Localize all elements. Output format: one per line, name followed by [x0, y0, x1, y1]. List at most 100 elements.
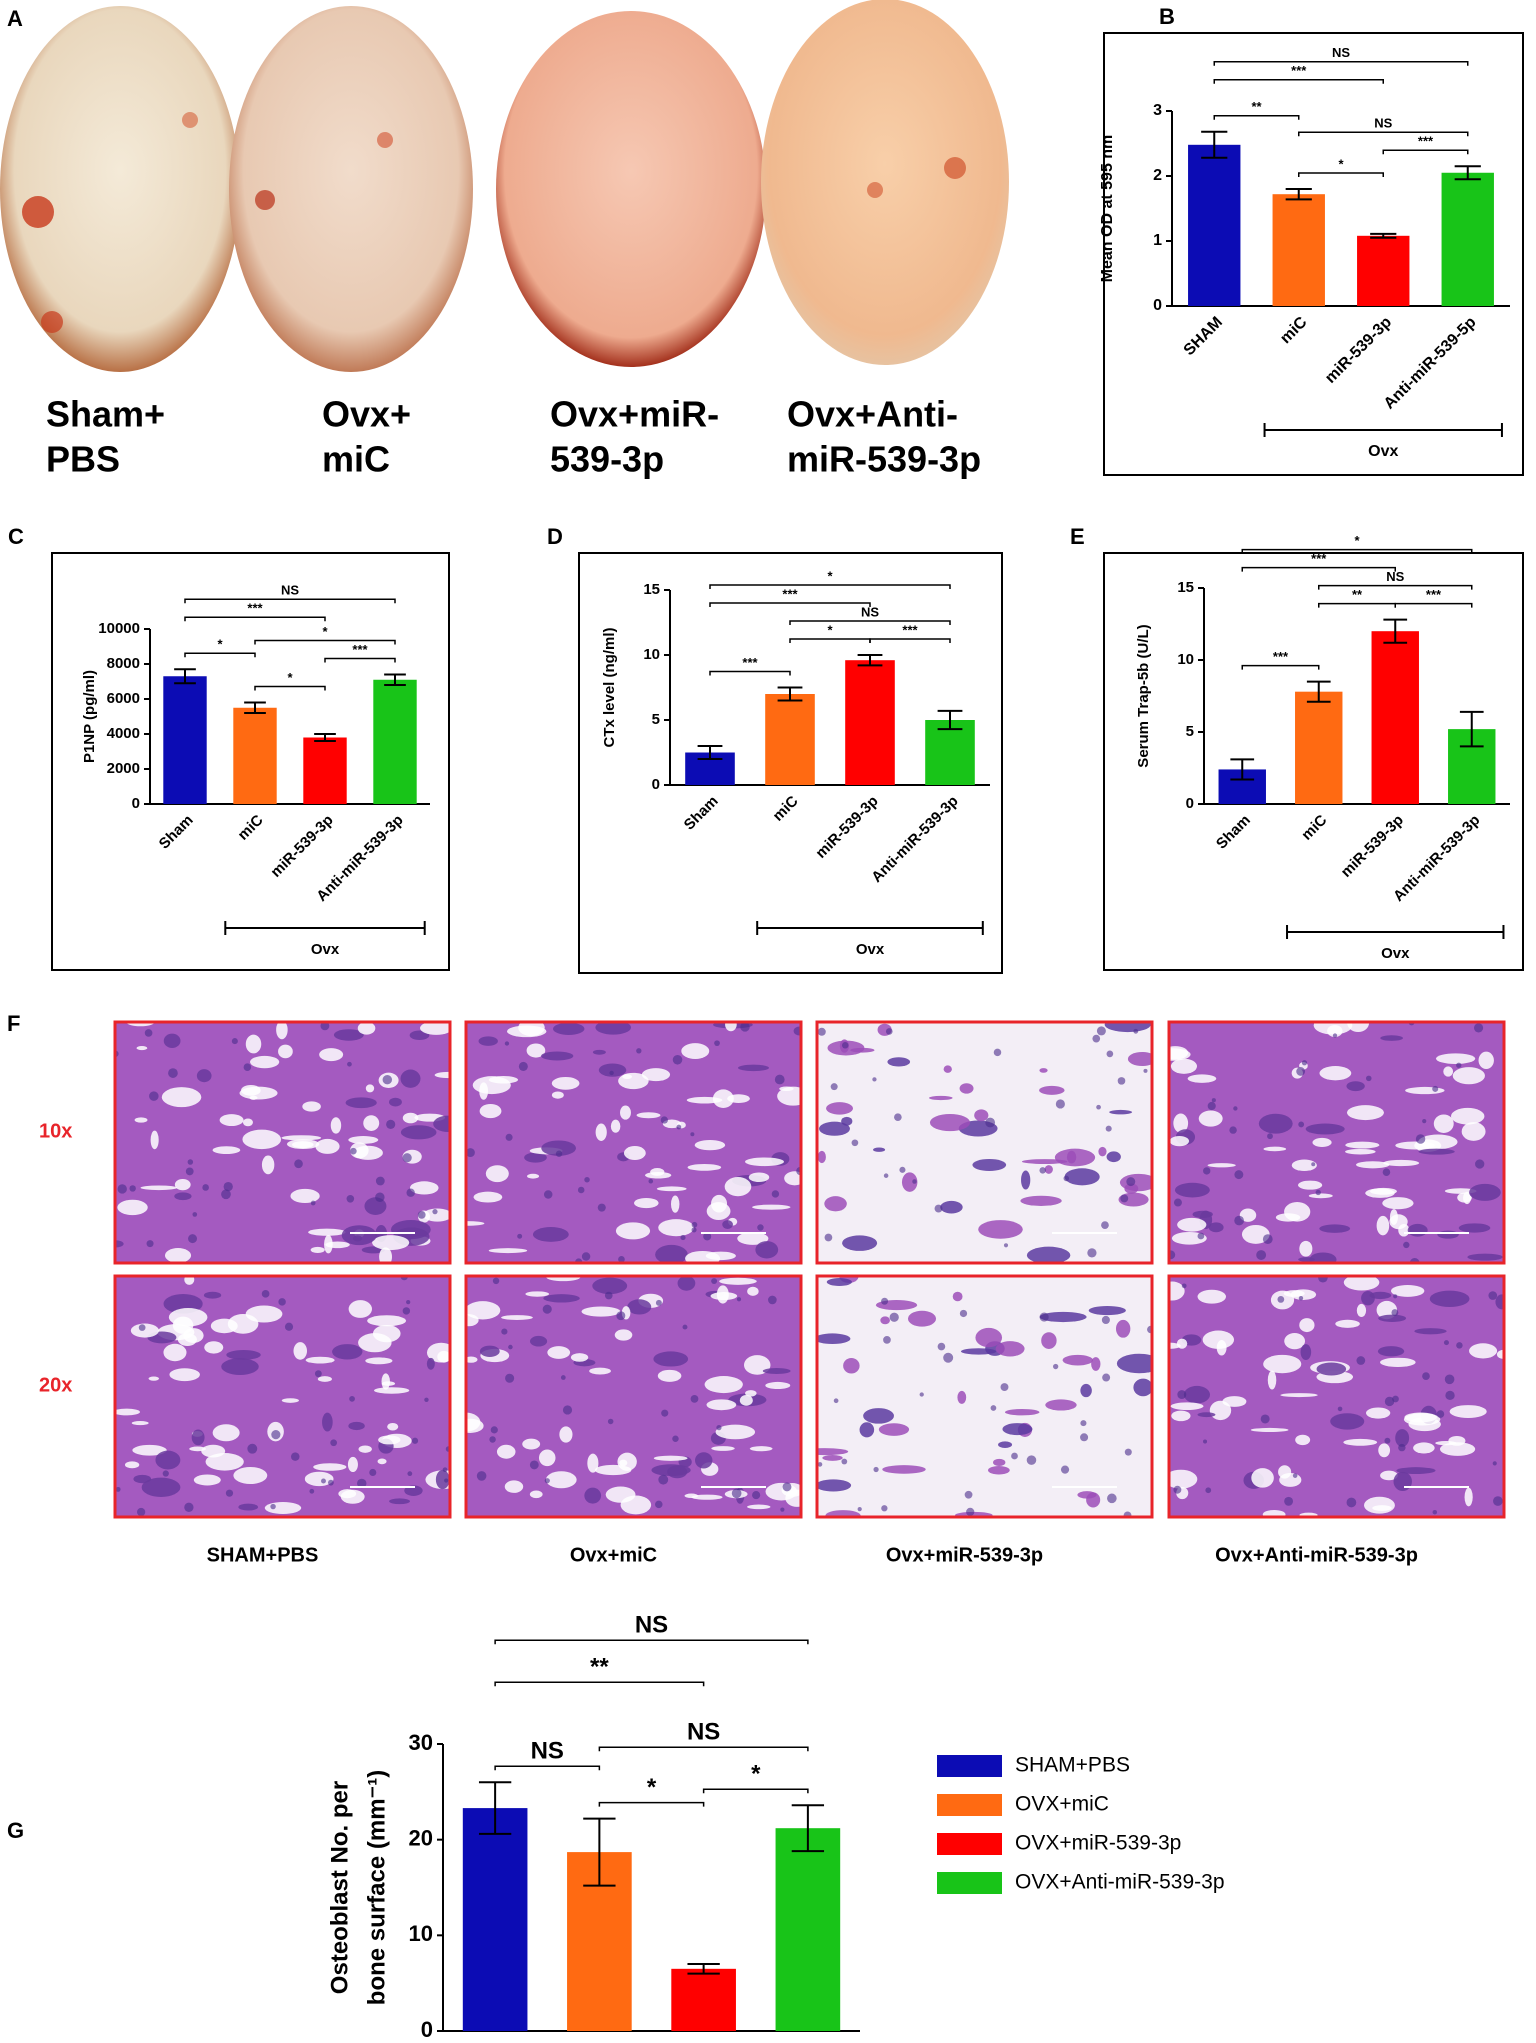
marrow-space: [238, 1503, 259, 1511]
cells: [990, 1405, 997, 1411]
marrow-space: [363, 1115, 380, 1131]
cells: [1063, 1175, 1070, 1182]
tissue: [817, 1022, 1152, 1263]
marrow-space: [115, 1240, 124, 1248]
cells: [247, 1443, 258, 1454]
marrow-space: [115, 1408, 141, 1416]
group-line: [224, 921, 426, 935]
cells: [690, 1132, 695, 1137]
tissue-fragment: [1026, 1246, 1071, 1263]
significance-label: NS: [861, 604, 879, 619]
cells: [278, 1298, 286, 1306]
marrow-space: [793, 1026, 801, 1036]
marrow-space: [617, 1452, 637, 1471]
marrow-space: [245, 1034, 262, 1054]
cells: [321, 1478, 326, 1484]
y-axis-label: Serum Trap-5b (U/L): [1135, 624, 1152, 767]
cells: [1055, 1099, 1065, 1109]
cells: [857, 1507, 862, 1512]
error-bar: [314, 733, 336, 742]
marrow-space: [281, 1135, 322, 1141]
marrow-space: [389, 1498, 410, 1505]
marrow-space: [543, 1294, 580, 1303]
cells: [1173, 1485, 1182, 1494]
marrow-space: [506, 1025, 547, 1038]
marrow-space: [1250, 1427, 1289, 1432]
marrow-space: [1300, 1344, 1312, 1361]
tissue-fragment: [817, 1333, 851, 1345]
significance-bracket: [1213, 61, 1469, 66]
marrow-space: [435, 1469, 450, 1490]
significance-label: ***: [1273, 649, 1289, 664]
tissue-fragment: [863, 1408, 894, 1424]
significance-label: *: [1354, 533, 1360, 548]
marrow-space: [1319, 1224, 1351, 1233]
x-tick-label: miC: [1298, 812, 1330, 844]
cells: [466, 1148, 475, 1158]
marrow-space: [148, 1376, 160, 1381]
histology-image: [817, 1022, 1152, 1263]
cells: [841, 1042, 849, 1049]
error-bar: [174, 668, 196, 685]
cells: [1284, 1496, 1294, 1506]
x-tick-label: Sham: [681, 793, 722, 834]
cells: [716, 1425, 722, 1431]
cells: [618, 1256, 625, 1263]
marrow-space: [1319, 1066, 1352, 1081]
marrow-space: [529, 1335, 548, 1347]
cells: [529, 1460, 539, 1470]
cells: [117, 1184, 127, 1194]
significance-bracket: [789, 620, 951, 625]
significance-label: ***: [782, 586, 798, 601]
cells: [406, 1188, 415, 1197]
marrow-space: [372, 1324, 401, 1343]
significance-bracket: [254, 639, 396, 645]
marrow-space: [400, 1125, 437, 1140]
cells: [676, 1124, 682, 1130]
cells: [731, 1488, 742, 1499]
marrow-space: [1376, 1215, 1390, 1236]
legend-swatch: [937, 1755, 1002, 1777]
marrow-space: [587, 1453, 599, 1473]
cells: [872, 1077, 877, 1082]
image-border: [1167, 1274, 1506, 1519]
cells: [504, 1041, 510, 1046]
marrow-space: [1345, 1148, 1376, 1155]
tissue-fragment: [824, 1196, 847, 1212]
marrow-space: [620, 1495, 652, 1515]
dish-label: 539-3p: [550, 439, 664, 480]
cells: [517, 1233, 523, 1239]
marrow-space: [310, 1246, 325, 1253]
marrow-space: [168, 1308, 208, 1327]
cells: [223, 1181, 233, 1192]
bar: [1371, 631, 1419, 804]
marrow-space: [302, 1101, 321, 1112]
cells: [1203, 1439, 1208, 1444]
tissue-fragment: [1004, 1408, 1040, 1416]
cells: [1203, 1167, 1211, 1175]
tissue-fragment: [1106, 1151, 1121, 1163]
cells: [1392, 1395, 1399, 1403]
marrow-space: [1435, 1053, 1476, 1064]
marrow-space: [694, 1139, 726, 1151]
tissue-fragment: [929, 1114, 971, 1132]
significance-label: ***: [352, 642, 368, 657]
tissue-fragment: [952, 1291, 963, 1302]
histology-images: [113, 1020, 1506, 1519]
marrow-space: [1429, 1290, 1470, 1307]
marrow-space: [315, 1138, 340, 1154]
y-tick-label: 8000: [107, 655, 140, 672]
significance-bracket: [1241, 548, 1473, 554]
cells: [1233, 1106, 1238, 1111]
cells: [609, 1070, 614, 1076]
marrow-space: [1312, 1137, 1332, 1147]
marrow-space: [352, 1145, 383, 1160]
marrow-space: [653, 1455, 688, 1461]
marrow-space: [221, 1358, 259, 1375]
marrow-space: [1395, 1429, 1410, 1447]
colony: [377, 132, 393, 148]
marrow-space: [330, 1117, 342, 1134]
marrow-space: [141, 1477, 181, 1498]
marrow-space: [1183, 1385, 1211, 1404]
cells: [1106, 1050, 1114, 1058]
